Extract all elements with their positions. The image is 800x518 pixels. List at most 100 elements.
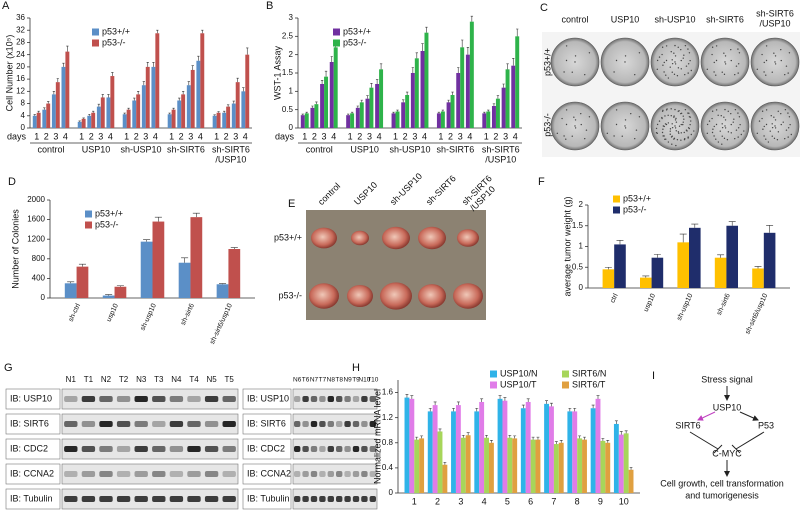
- column-label: USP10: [352, 180, 379, 207]
- band: [64, 396, 78, 402]
- bar: [420, 51, 425, 128]
- blot-label: IB: USP10: [10, 393, 52, 403]
- colony: [735, 65, 738, 67]
- colony: [664, 123, 667, 125]
- lane-label: N6: [293, 377, 302, 384]
- blot-membrane: [61, 438, 239, 460]
- colony: [683, 138, 686, 141]
- colony: [711, 53, 713, 56]
- colony: [788, 116, 791, 118]
- y-tick-label: 0: [389, 488, 394, 497]
- bar: [484, 437, 489, 493]
- bar: [350, 113, 355, 128]
- bar: [507, 437, 513, 493]
- colony: [613, 135, 615, 137]
- error-bar: [375, 79, 379, 84]
- y-tick-label: 0.5: [572, 262, 584, 271]
- colony: [782, 121, 784, 123]
- error-bar: [420, 435, 424, 439]
- colony: [565, 45, 568, 47]
- colony: [780, 59, 782, 62]
- error-bar: [178, 97, 181, 101]
- panel-label: I: [652, 370, 655, 382]
- error-bar: [596, 395, 600, 399]
- band: [222, 421, 236, 427]
- colony: [771, 123, 773, 125]
- x-tick-label: 10: [619, 496, 629, 506]
- error-bar: [56, 78, 59, 83]
- y-tick-label: 0.8: [382, 438, 394, 447]
- colony: [687, 137, 689, 139]
- band: [302, 421, 309, 427]
- colony: [771, 71, 773, 73]
- group-label: /USP10: [485, 154, 516, 164]
- error-bar: [146, 62, 149, 67]
- y-tick-label: 2: [579, 200, 584, 209]
- error-bar: [311, 105, 314, 108]
- bar: [42, 109, 47, 128]
- colony: [715, 123, 718, 126]
- x-tick-label: 4: [482, 496, 487, 506]
- x-tick-label: 2: [448, 131, 453, 141]
- band: [152, 471, 166, 477]
- error-bar: [616, 239, 624, 245]
- band: [169, 446, 184, 452]
- band: [352, 396, 360, 402]
- colony: [784, 108, 787, 111]
- error-bar: [619, 431, 623, 435]
- x-tick-label: ctrl: [609, 292, 619, 304]
- colony: [676, 139, 679, 141]
- colony: [727, 110, 729, 112]
- x-tick-label: 2: [403, 131, 408, 141]
- bar: [442, 464, 448, 493]
- colony: [721, 143, 723, 145]
- colony: [713, 71, 715, 73]
- error-bar: [480, 398, 484, 402]
- bar-chart: H Normalized mRNA level 0 0.4 0.8 1.2 1.6 1 2 3 4 5…: [352, 362, 640, 506]
- colony: [674, 125, 676, 127]
- colony: [613, 71, 615, 73]
- colony: [675, 144, 677, 147]
- colony: [689, 59, 691, 62]
- bar: [155, 33, 160, 128]
- bar: [401, 102, 406, 128]
- lane-label: N8: [327, 377, 336, 384]
- colony: [680, 139, 682, 141]
- colony: [584, 73, 586, 76]
- bar: [553, 444, 559, 493]
- bar: [414, 439, 420, 493]
- blot-label: IB: CCNA2: [10, 468, 54, 478]
- x-tick-label: 4: [243, 131, 248, 141]
- blot-membrane: [61, 488, 239, 510]
- x-tick-label: 4: [422, 131, 427, 141]
- colony: [667, 141, 670, 143]
- band: [294, 396, 301, 402]
- x-tick-label: 4: [63, 131, 68, 141]
- x-tick-label: 2: [44, 131, 49, 141]
- blot-label-box: [242, 388, 292, 410]
- x-tick-label: 3: [143, 131, 148, 141]
- band: [64, 446, 78, 452]
- colony: [571, 71, 573, 73]
- band: [116, 471, 131, 477]
- bar: [602, 269, 615, 288]
- blot-label: IB: SIRT6: [247, 418, 286, 428]
- bar: [228, 249, 241, 298]
- colony: [683, 131, 685, 134]
- bar: [474, 411, 480, 493]
- error-bar: [487, 109, 490, 112]
- colony: [733, 118, 735, 120]
- error-bar: [536, 436, 540, 440]
- group-label: sh-SIRT6: [482, 144, 520, 154]
- x-tick-label: 3: [322, 131, 327, 141]
- colony: [665, 59, 668, 62]
- lane-label: T7: [319, 377, 327, 384]
- panel-label: F: [538, 176, 545, 188]
- colony: [658, 56, 661, 58]
- column-label: sh-SIRT6: [756, 8, 794, 18]
- band: [302, 446, 309, 452]
- x-prefix: days: [275, 131, 295, 141]
- colony: [624, 55, 627, 57]
- colony: [561, 117, 563, 120]
